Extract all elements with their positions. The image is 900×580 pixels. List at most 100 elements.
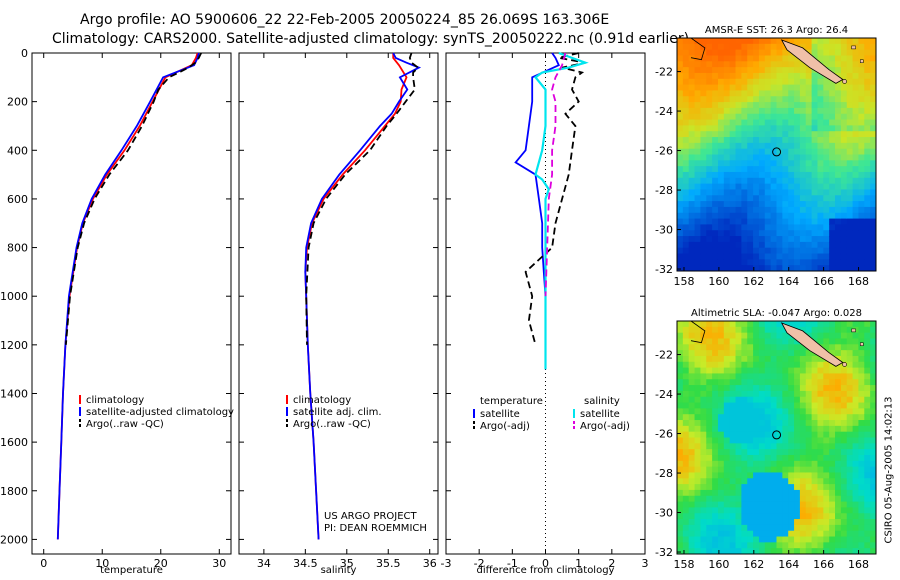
map-pixels-sst-map [677,38,877,272]
x-tick-label: 20 [154,557,168,570]
map-y-tick-label: -24 [655,105,673,118]
x-axis-label: salinity [321,565,357,576]
csiro-stamp: CSIRO 05-Aug-2005 14:02:13 [882,380,896,560]
map-y-tick-label: -26 [655,428,673,441]
legend-label: Argo(-adj) [580,421,630,432]
figure-title-line2: Climatology: CARS2000. Satellite-adjuste… [52,31,690,47]
argo-float-marker [772,147,782,157]
x-tick-label: 3 [642,557,649,570]
legend-label: satellite [480,409,520,420]
y-tick-label: 1000 [0,290,28,303]
map-title: Altimetric SLA: -0.047 Argo: 0.028 [691,308,862,319]
map-x-tick-label: 164 [778,558,799,571]
series-line-salinity-satellite [533,51,589,370]
x-tick-label: 35.5 [376,557,401,570]
map-y-tick-label: -24 [655,388,673,401]
y-tick-label: 0 [21,47,28,60]
legend-label: Argo(..raw -QC) [293,419,371,430]
map-x-tick-label: 168 [848,275,869,288]
legend-label: climatology [293,395,351,406]
x-tick-label: 36 [423,557,437,570]
x-tick-label: 10 [95,557,109,570]
map-x-tick-label: 158 [673,558,694,571]
map-x-tick-label: 160 [708,275,729,288]
legend-header-temperature: temperature [480,396,543,407]
x-tick-label: 2 [608,557,615,570]
map-y-tick-label: -26 [655,145,673,158]
x-tick-label: 34 [257,557,271,570]
reef-outline [690,320,706,344]
y-tick-label: 1800 [0,485,28,498]
legend-label: Argo(-adj) [480,421,530,432]
figure-title-line1: Argo profile: AO 5900606_22 22-Feb-2005 … [80,12,610,28]
map-frame-sla-map [676,320,877,555]
island-small [860,59,864,63]
map-x-tick-label: 166 [813,275,834,288]
island-small [860,342,864,346]
map-x-tick-label: 162 [743,558,764,571]
map-x-tick-label: 168 [848,558,869,571]
island-small [851,45,856,50]
plot-frame-salinity-profile [238,52,439,555]
legend-label: satellite adj. clim. [293,407,382,418]
map-y-tick-label: -22 [655,66,673,79]
series-line-argo-raw-qc- [305,52,420,345]
x-tick-label: -2 [474,557,485,570]
project-annotation: PI: DEAN ROEMMICH [324,523,427,534]
island-small [851,328,856,333]
x-axis-label: temperature [100,565,163,576]
argo-float-marker [772,430,782,440]
project-annotation: US ARGO PROJECT [324,511,418,522]
y-tick-label: 600 [7,193,28,206]
map-title: AMSR-E SST: 26.3 Argo: 26.4 [705,25,848,36]
map-x-tick-label: 162 [743,275,764,288]
map-y-tick-label: -32 [655,546,673,559]
map-x-tick-label: 166 [813,558,834,571]
y-tick-label: 400 [7,144,28,157]
y-tick-label: 800 [7,242,28,255]
x-tick-label: 1 [575,557,582,570]
map-pixels-sla-map [677,321,877,555]
island-small [842,79,847,84]
series-line-temperature-argo-adj- [524,52,586,346]
map-y-tick-label: -22 [655,349,673,362]
map-y-tick-label: -32 [655,263,673,276]
series-line-argo-raw-qc- [65,52,203,345]
series-line-salinity-argo-adj- [544,52,567,297]
map-y-tick-label: -28 [655,467,673,480]
legend-label: satellite-adjusted climatology [86,407,234,418]
map-x-tick-label: 164 [778,275,799,288]
legend-header-salinity: salinity [584,396,620,407]
new-caledonia-landmass [780,322,844,367]
x-tick-label: -1 [507,557,518,570]
x-axis-label: difference from climatology [477,565,615,576]
map-y-tick-label: -30 [655,224,673,237]
plot-frame-temperature-profile [31,52,232,555]
legend-label: climatology [86,395,144,406]
reef-outline [690,37,706,61]
y-tick-label: 200 [7,96,28,109]
legend-label: satellite [580,409,620,420]
x-tick-label: 30 [212,557,226,570]
legend-label: Argo(..raw -QC) [86,419,164,430]
series-line-satellite-adj-clim- [304,52,422,540]
y-tick-label: 2000 [0,533,28,546]
y-tick-label: 1600 [0,436,28,449]
y-tick-label: 1200 [0,339,28,352]
island-small [842,362,847,367]
x-tick-label: 0 [542,557,549,570]
map-y-tick-label: -28 [655,184,673,197]
map-x-tick-label: 160 [708,558,729,571]
map-frame-sst-map [676,37,877,272]
map-y-tick-label: -30 [655,507,673,520]
map-x-tick-label: 158 [673,275,694,288]
new-caledonia-landmass [780,39,844,84]
x-tick-label: 34.5 [293,557,318,570]
series-line-satellite-adjusted-climatology [56,52,200,540]
x-tick-label: -3 [441,557,452,570]
csiro-stamp-text: CSIRO 05-Aug-2005 14:02:13 [883,396,895,544]
y-tick-label: 1400 [0,387,28,400]
x-tick-label: 0 [40,557,47,570]
x-tick-label: 35 [340,557,354,570]
